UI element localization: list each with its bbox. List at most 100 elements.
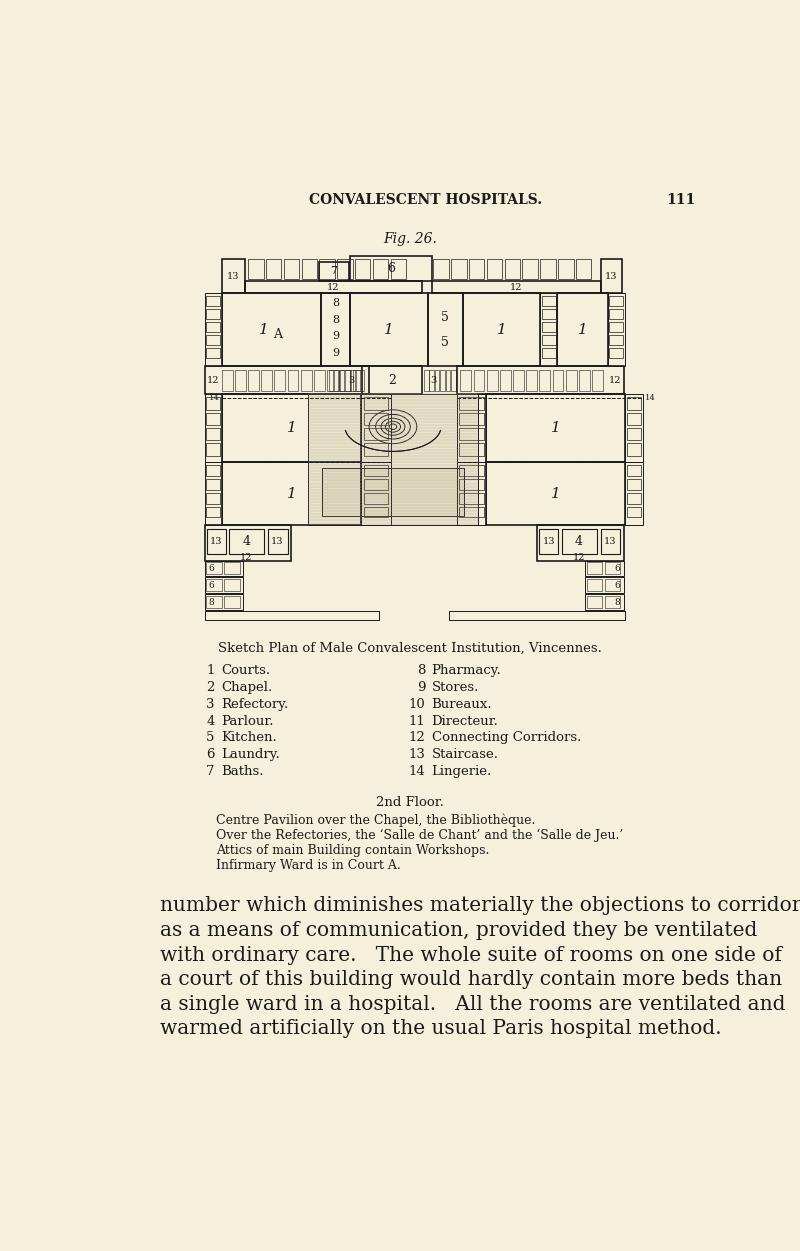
Text: Connecting Corridors.: Connecting Corridors.: [432, 732, 581, 744]
Bar: [319, 259, 335, 279]
Text: 1: 1: [551, 487, 561, 500]
Bar: [206, 335, 220, 345]
Text: 1: 1: [258, 323, 268, 337]
Text: Bureaux.: Bureaux.: [432, 698, 492, 711]
Text: 9: 9: [417, 681, 426, 693]
Bar: [579, 369, 590, 392]
Bar: [322, 468, 464, 515]
Bar: [537, 525, 624, 560]
Text: 1: 1: [206, 664, 214, 677]
Bar: [446, 369, 450, 392]
Bar: [363, 465, 388, 475]
Text: warmed artificially on the usual Paris hospital method.: warmed artificially on the usual Paris h…: [161, 1020, 722, 1038]
Bar: [542, 348, 556, 358]
Bar: [222, 462, 361, 525]
Bar: [469, 259, 485, 279]
Bar: [222, 259, 245, 293]
Bar: [362, 367, 422, 394]
Text: 12: 12: [609, 375, 622, 385]
Bar: [505, 259, 520, 279]
Bar: [248, 369, 259, 392]
Bar: [363, 493, 388, 504]
Bar: [206, 398, 220, 409]
Bar: [540, 293, 558, 367]
Text: 5: 5: [442, 311, 450, 324]
Bar: [576, 259, 591, 279]
Bar: [350, 369, 355, 392]
Bar: [222, 369, 233, 392]
Bar: [609, 295, 623, 305]
Bar: [350, 256, 432, 281]
Text: a single ward in a hospital.   All the rooms are ventilated and: a single ward in a hospital. All the roo…: [161, 995, 786, 1013]
Bar: [363, 507, 388, 518]
Bar: [319, 261, 349, 281]
Bar: [224, 579, 239, 592]
Text: 14: 14: [645, 394, 656, 402]
Bar: [627, 428, 641, 440]
Bar: [390, 259, 406, 279]
Bar: [486, 462, 626, 525]
Bar: [434, 259, 449, 279]
Bar: [462, 293, 540, 367]
Text: Stores.: Stores.: [432, 681, 479, 693]
Bar: [301, 369, 311, 392]
Text: 8: 8: [208, 598, 214, 607]
Text: Sketch Plan of Male Convalescent Institution, Vincennes.: Sketch Plan of Male Convalescent Institu…: [218, 642, 602, 656]
Bar: [609, 335, 623, 345]
Bar: [627, 479, 641, 489]
Bar: [355, 259, 370, 279]
Bar: [451, 259, 466, 279]
Bar: [222, 394, 361, 462]
Text: 111: 111: [666, 193, 695, 208]
Bar: [274, 369, 286, 392]
Bar: [586, 595, 602, 608]
Text: 10: 10: [409, 698, 426, 711]
Text: 3: 3: [348, 375, 354, 385]
Bar: [205, 560, 243, 575]
Bar: [627, 413, 641, 425]
Bar: [206, 465, 220, 475]
Bar: [314, 369, 325, 392]
Text: 3: 3: [430, 375, 436, 385]
Bar: [457, 367, 624, 394]
Text: 13: 13: [542, 537, 555, 545]
Text: 1: 1: [497, 323, 506, 337]
Bar: [540, 259, 556, 279]
Text: 12: 12: [207, 375, 219, 385]
Bar: [206, 579, 222, 592]
Text: 1: 1: [286, 487, 296, 500]
Bar: [460, 369, 471, 392]
Text: 1: 1: [384, 323, 394, 337]
Bar: [268, 529, 287, 554]
Bar: [363, 413, 388, 425]
Text: 6: 6: [615, 564, 621, 573]
Bar: [459, 413, 484, 425]
Bar: [248, 259, 263, 279]
Text: 8: 8: [332, 314, 339, 324]
Text: 7: 7: [206, 766, 214, 778]
Bar: [340, 369, 351, 392]
Bar: [321, 293, 350, 367]
Bar: [558, 293, 608, 367]
Bar: [205, 293, 222, 367]
Text: Directeur.: Directeur.: [432, 714, 498, 728]
Bar: [230, 529, 264, 554]
Text: 12: 12: [573, 553, 586, 562]
Text: Centre Pavilion over the Chapel, the Bibliothèque.: Centre Pavilion over the Chapel, the Bib…: [216, 813, 536, 827]
Bar: [605, 562, 620, 574]
Bar: [449, 612, 626, 619]
Bar: [459, 479, 484, 489]
Bar: [206, 322, 220, 332]
Bar: [207, 529, 226, 554]
Text: 7: 7: [330, 266, 338, 276]
Bar: [206, 595, 222, 608]
Bar: [327, 369, 338, 392]
Text: 6: 6: [387, 263, 395, 275]
Text: 6: 6: [208, 564, 214, 573]
Text: 8: 8: [417, 664, 426, 677]
Text: Lingerie.: Lingerie.: [432, 766, 492, 778]
Bar: [459, 428, 484, 440]
Bar: [432, 281, 601, 293]
Text: 13: 13: [409, 748, 426, 762]
Bar: [513, 369, 524, 392]
